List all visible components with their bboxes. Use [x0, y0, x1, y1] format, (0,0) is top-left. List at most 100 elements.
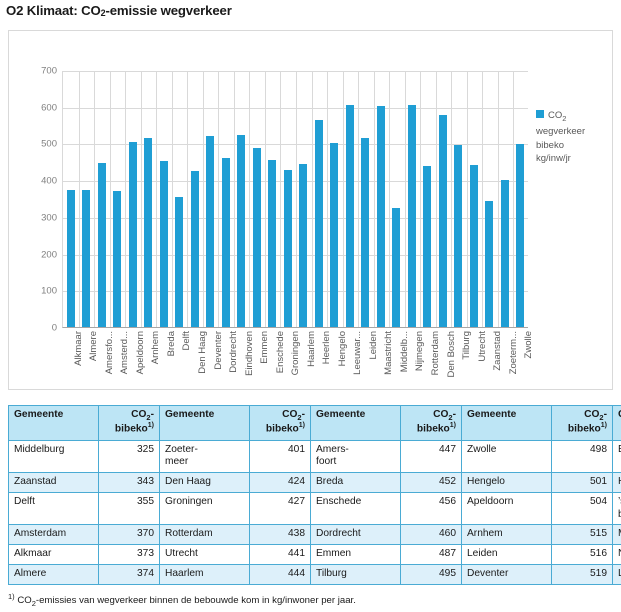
bar-apeldoorn[interactable]	[128, 141, 137, 327]
legend-co2-prefix: CO	[548, 110, 563, 121]
table-cell-value: 401	[249, 439, 311, 474]
table-cell-value: 370	[98, 524, 160, 546]
page-title: O2 Klimaat: CO2-emissie wegverkeer	[6, 3, 232, 18]
x-axis-tick: Zoeterm...	[497, 329, 519, 391]
bar-delft[interactable]	[175, 196, 184, 327]
gridline-vertical	[156, 71, 158, 327]
bar-eindhoven[interactable]	[237, 134, 246, 327]
bar-middelb[interactable]	[392, 207, 401, 327]
gridline-vertical	[311, 71, 313, 327]
th-bibeko: bibeko	[114, 423, 148, 435]
table-cell-line: Zoeter-	[165, 443, 198, 455]
bar-tilburg[interactable]	[454, 145, 463, 327]
plot-area	[62, 71, 528, 328]
gridline-vertical	[389, 71, 391, 327]
gridline-horizontal	[63, 254, 528, 256]
x-axis-tick-labels: Alkmaar Almere Amersfo... Amsterd... Apeldoo…	[62, 329, 534, 391]
gridline-vertical	[451, 71, 453, 327]
bar-almere[interactable]	[82, 189, 91, 327]
bar-dordrecht[interactable]	[221, 158, 230, 327]
bar-zwolle[interactable]	[516, 144, 525, 327]
bar-nijmegen[interactable]	[407, 105, 416, 327]
bar-haarlem[interactable]	[299, 164, 308, 327]
y-axis-tick-100: 100	[41, 285, 57, 297]
x-axis-tick: Apeldoorn	[124, 329, 146, 391]
page-title-subscript: 2	[100, 8, 106, 18]
gridline-horizontal	[63, 291, 528, 293]
y-axis-tick-600: 600	[41, 102, 57, 114]
table-cell-value: 427	[249, 491, 311, 526]
x-axis-tick: Enschede	[264, 329, 286, 391]
table-cell-gemeente: Utrecht	[159, 544, 250, 565]
x-axis-tick: Breda	[155, 329, 177, 391]
x-axis-tick: Hengelo	[326, 329, 348, 391]
bar-slot	[482, 71, 498, 327]
th-co2-prefix: CO	[131, 409, 147, 420]
bar-slot	[296, 71, 312, 327]
x-axis-tick: Maastricht	[373, 329, 394, 391]
bar-slot	[172, 71, 188, 327]
bar-groningen[interactable]	[283, 170, 292, 327]
gridline-horizontal	[63, 107, 528, 109]
table-cell-gemeente: Zaanstad	[8, 472, 99, 493]
footnote-text: -emissies van wegverkeer binnen de bebou…	[35, 595, 356, 607]
bar-alkmaar[interactable]	[66, 190, 75, 327]
legend-label-line2: wegverkeer	[536, 125, 586, 137]
bar-series	[63, 71, 528, 327]
y-axis-tick-500: 500	[41, 138, 57, 150]
bar-zaanstad[interactable]	[485, 201, 494, 327]
table-col-header-co2-bibeko: CO2- bibeko1)	[400, 405, 462, 441]
bar-amersfo[interactable]	[97, 162, 106, 327]
bar-denhaag[interactable]	[190, 171, 199, 327]
bar-utrecht[interactable]	[469, 165, 478, 327]
th-bibeko: bibeko	[265, 423, 299, 435]
table-cell-value: 438	[249, 524, 311, 546]
gridline-vertical	[171, 71, 173, 327]
bar-slot	[513, 71, 529, 327]
bar-maastricht[interactable]	[376, 105, 385, 327]
bar-hengelo[interactable]	[330, 143, 339, 327]
th-co2-subscript: 2	[297, 413, 302, 423]
table-cell-gemeente: Nijmegen	[612, 544, 621, 565]
table-col-header-gemeente: Gemeente	[310, 405, 401, 441]
table-cell-gemeente: Emmen	[310, 544, 401, 565]
bar-rotterdam[interactable]	[423, 166, 432, 327]
bar-arnhem[interactable]	[144, 137, 153, 327]
bar-leiden[interactable]	[361, 137, 370, 327]
gridline-vertical	[296, 71, 297, 327]
th-co2-prefix: CO	[584, 409, 600, 420]
bar-slot	[110, 71, 126, 327]
gridline-vertical	[78, 71, 80, 327]
table-col-header-gemeente: Gemeente	[159, 405, 250, 441]
bar-leeuwar[interactable]	[345, 104, 354, 327]
bar-breda[interactable]	[159, 161, 168, 327]
x-axis-tick: Middelb...	[388, 329, 410, 391]
x-axis-tick: Dordrecht	[217, 329, 239, 391]
bar-heerlen[interactable]	[314, 119, 323, 327]
bar-zoeterm[interactable]	[500, 179, 509, 327]
bar-amsterd[interactable]	[113, 191, 122, 327]
bar-enschede[interactable]	[268, 159, 277, 327]
x-axis-tick: Den Bosch	[435, 329, 457, 391]
y-axis-tick-labels: 0 100 200 300 400 500 600 700	[23, 66, 57, 334]
bar-slot	[63, 71, 79, 327]
chart-legend: CO2 wegverkeer bibeko kg/inw/jr	[536, 109, 612, 166]
x-axis-tick: Deventer	[202, 329, 224, 391]
table-cell-value: 447	[400, 439, 462, 474]
gridline-vertical	[233, 71, 235, 327]
bar-slot	[358, 71, 374, 327]
table-cell-gemeente: Heerlen	[612, 472, 621, 493]
gridline-vertical	[358, 71, 360, 327]
gridline-vertical	[94, 71, 96, 327]
bar-slot	[203, 71, 219, 327]
table-cell-gemeente: ’s-Hertogen-bosch	[612, 491, 621, 526]
bar-emmen[interactable]	[252, 148, 261, 327]
x-axis-tick: Emmen	[248, 329, 270, 391]
bar-denbosch[interactable]	[438, 114, 447, 327]
x-axis-tick: Groningen	[279, 329, 301, 391]
table-row: Alkmaar373Utrecht441Emmen487Leiden516Nij…	[8, 544, 621, 565]
bar-deventer[interactable]	[206, 136, 215, 327]
x-axis-tick: Zaanstad	[481, 329, 503, 391]
table-cell-gemeente: Amers-foort	[310, 439, 401, 474]
